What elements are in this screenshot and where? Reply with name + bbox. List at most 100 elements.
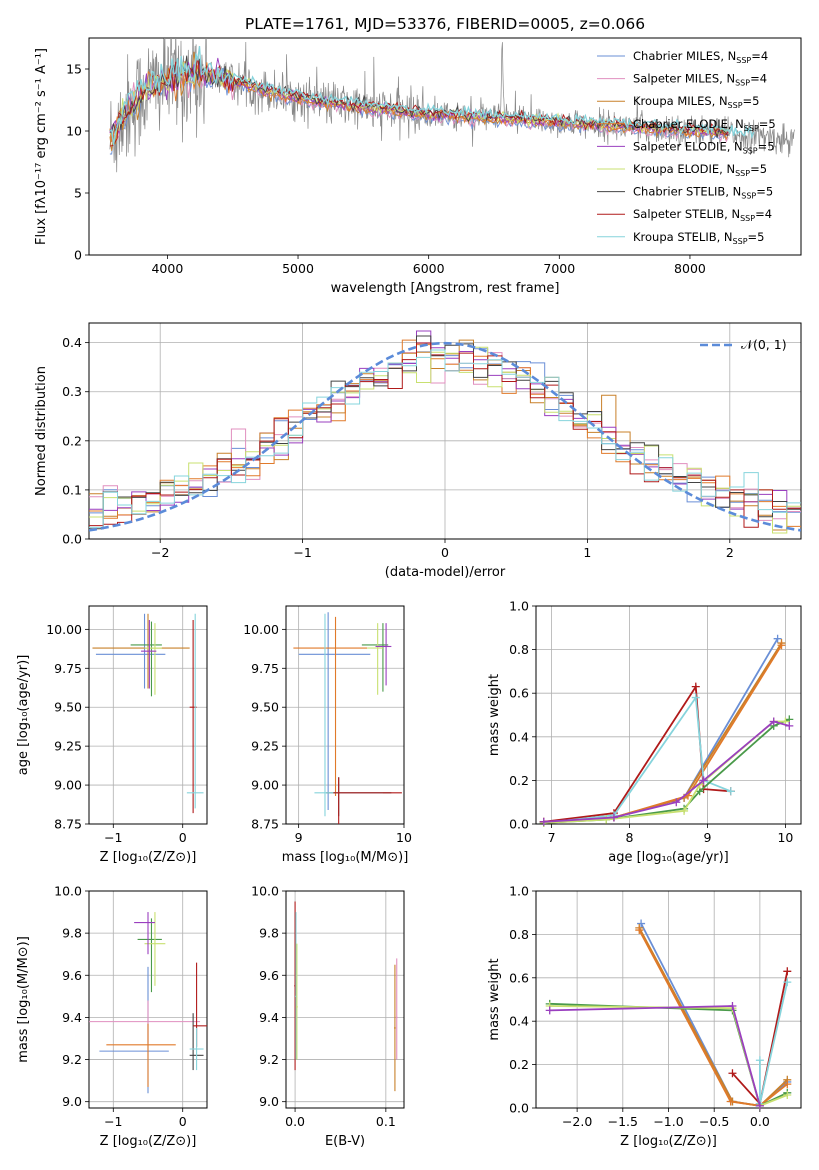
- age-vs-mass-ytick-label: 9.75: [251, 661, 279, 676]
- massweight-vs-age-ylabel: mass weight: [487, 674, 502, 756]
- mass-vs-metallicity-errorbar-point: [89, 1000, 201, 1043]
- residuals-legend: 𝒩(0, 1): [700, 337, 787, 352]
- massweight-vs-metallicity-ytick-label: 0.6: [509, 970, 529, 985]
- legend-entry: Chabrier ELODIE, NSSP=5: [633, 117, 776, 133]
- massweight-vs-age-marker: [769, 717, 778, 726]
- spectrum-model-line: [109, 55, 729, 138]
- massweight-vs-metallicity-xtick-label: 0.0: [750, 1114, 770, 1129]
- massweight-vs-age-marker: [609, 813, 618, 822]
- legend-entry: Salpeter MILES, NSSP=4: [633, 72, 767, 88]
- massweight-vs-age-marker: [785, 721, 794, 730]
- age-vs-mass-errorbar-point: [361, 623, 389, 692]
- massweight-vs-metallicity-frame: [535, 890, 802, 1109]
- mass-vs-ebv-xtick-label: 0.0: [285, 1114, 305, 1129]
- mass-vs-ebv-errorbar-point: [394, 964, 396, 1092]
- mass-vs-metallicity-errorbar-point: [137, 918, 162, 993]
- age-vs-metallicity-ytick-label: 9.75: [54, 661, 82, 676]
- spectrum-frame: [88, 37, 802, 256]
- residual-histogram-step: [89, 349, 801, 528]
- massweight-vs-metallicity-marker: [755, 1101, 764, 1110]
- residuals-axes: −2 −1 0 1 2 0.0 0.1 0.2 0.3 0.4 (data-model)/error…: [34, 322, 802, 580]
- massweight-vs-metallicity-xtick-label: −1.0: [653, 1114, 683, 1129]
- massweight-vs-age-series-line: [543, 642, 783, 823]
- massweight-vs-age-series-line: [543, 695, 732, 824]
- age-vs-metallicity-ylabel: age [log₁₀(age/yr)]: [16, 655, 31, 776]
- mass-vs-ebv-errorbar-point: [295, 943, 298, 1060]
- massweight-vs-age-ytick-label: 1.0: [509, 599, 529, 614]
- mass-vs-metallicity-axes: −1 0 9.0 9.2 9.4 9.6 9.8 10.0 Z [log₁₀(Z/Z⊙)] mas…: [16, 884, 208, 1149]
- spectrum-axes: 4000 5000 6000 7000 8000 0 5 10 15 wavelength [An…: [34, 37, 802, 296]
- age-vs-mass-frame: [285, 605, 405, 825]
- age-vs-mass-xtick-label: 9: [295, 830, 303, 845]
- massweight-vs-metallicity-ytick-label: 1.0: [509, 884, 529, 899]
- age-vs-metallicity-frame: [88, 605, 208, 825]
- age-vs-metallicity-ytick-label: 9.50: [54, 700, 82, 715]
- massweight-vs-age-marker: [602, 815, 611, 824]
- massweight-vs-age-marker: [539, 817, 548, 826]
- age-vs-metallicity-xtick-label: 0: [179, 830, 187, 845]
- massweight-vs-metallicity-marker: [783, 967, 792, 976]
- massweight-vs-metallicity-marker: [783, 1080, 792, 1089]
- figure-title: PLATE=1761, MJD=53376, FIBERID=0005, z=0…: [245, 15, 645, 33]
- mass-vs-ebv-ytick-label: 9.0: [259, 1094, 279, 1109]
- mass-vs-ebv-xlabel: E(B-V): [325, 1134, 365, 1149]
- mass-vs-metallicity-ytick-label: 9.8: [62, 926, 82, 941]
- age-vs-metallicity-xtick-label: −1: [104, 830, 122, 845]
- massweight-vs-metallicity-marker: [545, 1006, 554, 1015]
- massweight-vs-metallicity-marker: [637, 919, 646, 928]
- mass-vs-ebv-ytick-label: 10.0: [251, 884, 279, 899]
- spectrum-xtick-label: 4000: [151, 261, 183, 276]
- age-vs-mass-ytick-label: 9.00: [251, 778, 279, 793]
- mass-vs-metallicity-errorbar-point: [189, 1027, 204, 1071]
- massweight-vs-age-marker: [726, 787, 735, 796]
- massweight-vs-age-xtick-label: 7: [548, 830, 556, 845]
- residuals-frame: [88, 322, 802, 540]
- spectrum-ylabel: Flux [fλ10⁻¹⁷ erg cm⁻² s⁻¹ A⁻¹]: [34, 48, 49, 245]
- massweight-vs-metallicity-marker: [728, 1002, 737, 1011]
- massweight-vs-metallicity-xlabel: Z [log₁₀(Z/Z⊙)]: [620, 1134, 717, 1149]
- massweight-vs-metallicity-marker: [755, 1056, 764, 1065]
- residuals-ytick-label: 0.4: [62, 335, 82, 350]
- residuals-xlabel: (data-model)/error: [385, 565, 506, 580]
- spectrum-xlabel: wavelength [Angstrom, rest frame]: [331, 281, 560, 296]
- massweight-vs-age-marker: [691, 693, 700, 702]
- massweight-vs-age-ytick-label: 0.8: [509, 642, 529, 657]
- residuals-xtick-label: 2: [726, 545, 734, 560]
- spectrum-xtick-label: 6000: [413, 261, 445, 276]
- spectrum-ytick-label: 15: [66, 62, 82, 77]
- mass-vs-metallicity-frame: [88, 890, 208, 1109]
- massweight-vs-metallicity-marker: [635, 926, 644, 935]
- age-vs-mass-errorbar-point: [293, 616, 368, 796]
- massweight-vs-metallicity-series-line: [638, 929, 788, 1107]
- massweight-vs-age-series-line: [543, 644, 783, 823]
- massweight-vs-age-marker: [680, 806, 689, 815]
- age-vs-mass-ytick-label: 8.75: [251, 817, 279, 832]
- age-vs-mass-ytick-label: 9.25: [251, 739, 279, 754]
- legend-entry: Kroupa MILES, NSSP=5: [633, 94, 759, 110]
- massweight-vs-age-series-line: [543, 683, 731, 823]
- spectrum-xtick-label: 7000: [543, 261, 575, 276]
- mass-vs-metallicity-ytick-label: 9.4: [62, 1010, 82, 1025]
- massweight-vs-metallicity-ylabel: mass weight: [487, 958, 502, 1040]
- spectrum-legend: Chabrier MILES, NSSP=4 Salpeter MILES, NS…: [597, 49, 776, 246]
- age-vs-metallicity-errorbar-point: [186, 613, 204, 809]
- massweight-vs-age-ytick-label: 0.2: [509, 773, 529, 788]
- massweight-vs-metallicity-marker: [726, 1097, 735, 1106]
- age-vs-mass-errorbar-point: [333, 777, 402, 824]
- mass-vs-metallicity-errorbar-point: [106, 1023, 176, 1087]
- massweight-vs-metallicity-xtick-label: −0.5: [699, 1114, 729, 1129]
- age-vs-mass-errorbar-point: [314, 613, 383, 817]
- massweight-vs-age-axes: 7 8 9 10 0.0 0.2 0.4 0.6 0.8 1.0 age [log₁₀(age/yr…: [487, 599, 802, 865]
- age-vs-metallicity-ytick-label: 9.00: [54, 778, 82, 793]
- legend-entry: Chabrier MILES, NSSP=4: [633, 49, 768, 65]
- spectrum-ytick-label: 10: [66, 124, 82, 139]
- age-vs-metallicity-axes: −1 0 8.75 9.00 9.25 9.50 9.75 10.00 Z [log₁₀(Z/Z…: [16, 605, 208, 865]
- legend-entry: 𝒩(0, 1): [741, 337, 787, 352]
- spectrum-ytick-label: 0: [74, 248, 82, 263]
- massweight-vs-age-marker: [699, 776, 708, 785]
- mass-vs-ebv-ytick-label: 9.8: [259, 926, 279, 941]
- massweight-vs-age-ytick-label: 0.6: [509, 686, 529, 701]
- residuals-ytick-label: 0.1: [62, 482, 82, 497]
- mass-vs-metallicity-xlabel: Z [log₁₀(Z/Z⊙)]: [100, 1134, 197, 1149]
- massweight-vs-metallicity-axes: −2.0 −1.5 −1.0 −0.5 0.0 0.0 0.2 0.4 0.6 0.8 1.0 Z […: [487, 884, 802, 1149]
